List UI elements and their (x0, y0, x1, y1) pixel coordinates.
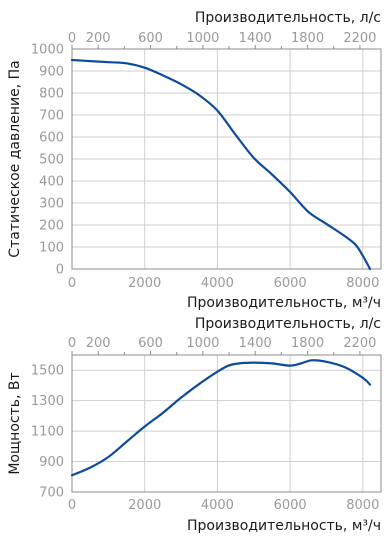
power-top-tick-label: 200 (86, 336, 111, 351)
power-top-tick-label: 1400 (239, 336, 272, 351)
power-y-tick-label: 700 (39, 486, 64, 501)
power-plot-frame (71, 354, 382, 493)
pressure-y-tick-label: 100 (39, 241, 64, 256)
power-y-tick-label: 900 (39, 455, 64, 470)
power-x-tick-label: 0 (68, 498, 76, 513)
pressure-y-tick-label: 900 (39, 65, 64, 80)
pressure-y-tick-label: 400 (39, 175, 64, 190)
pressure-top-tick-label: 1400 (239, 31, 272, 46)
pressure-top-tick-label: 2200 (343, 31, 376, 46)
pressure-top-tick-label: 0 (68, 31, 76, 46)
power-x-tick-label: 4000 (201, 498, 234, 513)
power-curve (70, 359, 372, 477)
power-x-tick-label: 2000 (128, 498, 161, 513)
power-top-tick-label: 0 (68, 336, 76, 351)
pressure-top-tick-label: 1000 (186, 31, 219, 46)
pressure-top-tick-label: 1800 (291, 31, 324, 46)
power-bottom-axis-title: Производительность, м³/ч (187, 518, 381, 534)
pressure-x-tick-label: 4000 (201, 276, 234, 291)
pressure-top-tick-label: 600 (138, 31, 163, 46)
pressure-chart: 0 2000 4000 6000 800001002003004005006007008… (7, 10, 382, 311)
pressure-y-tick-label: 600 (39, 131, 64, 146)
pressure-y-tick-label: 500 (39, 153, 64, 168)
pressure-top-tick-label: 200 (86, 31, 111, 46)
pressure-x-tick-label: 6000 (274, 276, 307, 291)
pressure-x-tick-label: 8000 (346, 276, 379, 291)
pressure-y-tick-label: 300 (39, 197, 64, 212)
pressure-y-tick-label: 200 (39, 219, 64, 234)
power-top-tick-label: 2200 (343, 336, 376, 351)
power-y-tick-label: 1500 (31, 364, 64, 379)
pressure-y-axis-title: Статическое давление, Па (7, 60, 23, 257)
pressure-bottom-axis-title: Производительность, м³/ч (187, 295, 381, 311)
power-chart: 0 2000 4000 6000 8000 700 900 1100 1300 1500 0 200 6… (7, 316, 382, 534)
power-y-axis-title: Мощность, Вт (7, 372, 23, 474)
power-x-tick-label: 6000 (274, 498, 307, 513)
power-top-axis-title: Производительность, л/с (195, 316, 381, 332)
pressure-y-tick-label: 700 (39, 109, 64, 124)
power-x-tick-label: 8000 (346, 498, 379, 513)
power-y-tick-label: 1300 (31, 394, 64, 409)
power-top-tick-label: 600 (138, 336, 163, 351)
pressure-y-tick-label: 800 (39, 87, 64, 102)
pressure-y-tick-label: 0 (56, 263, 64, 278)
power-top-tick-label: 1000 (186, 336, 219, 351)
pressure-x-tick-label: 0 (68, 276, 76, 291)
pressure-curve (70, 58, 372, 271)
power-top-tick-label: 1800 (291, 336, 324, 351)
power-y-tick-label: 1100 (31, 425, 64, 440)
pressure-y-tick-label: 1000 (31, 43, 64, 58)
pressure-top-axis-title: Производительность, л/с (195, 10, 381, 26)
pressure-plot-frame (71, 48, 382, 270)
pressure-x-tick-label: 2000 (128, 276, 161, 291)
